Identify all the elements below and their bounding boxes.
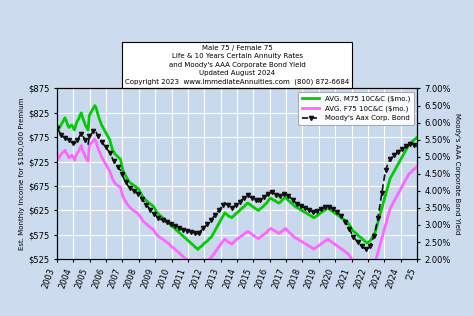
Y-axis label: Moody's AAA Corporate Bond Yield: Moody's AAA Corporate Bond Yield	[454, 113, 460, 234]
Text: Male 75 / Female 75
Life & 10 Years Certain Annuity Rates
and Moody's AAA Corpor: Male 75 / Female 75 Life & 10 Years Cert…	[125, 45, 349, 85]
Y-axis label: Est. Monthly Income for $100,000 Premium: Est. Monthly Income for $100,000 Premium	[19, 98, 25, 250]
Legend: AVG. M75 10C&C ($mo.), AVG. F75 10C&C ($mo.), Moody's Aax Corp. Bond: AVG. M75 10C&C ($mo.), AVG. F75 10C&C ($…	[299, 92, 414, 125]
